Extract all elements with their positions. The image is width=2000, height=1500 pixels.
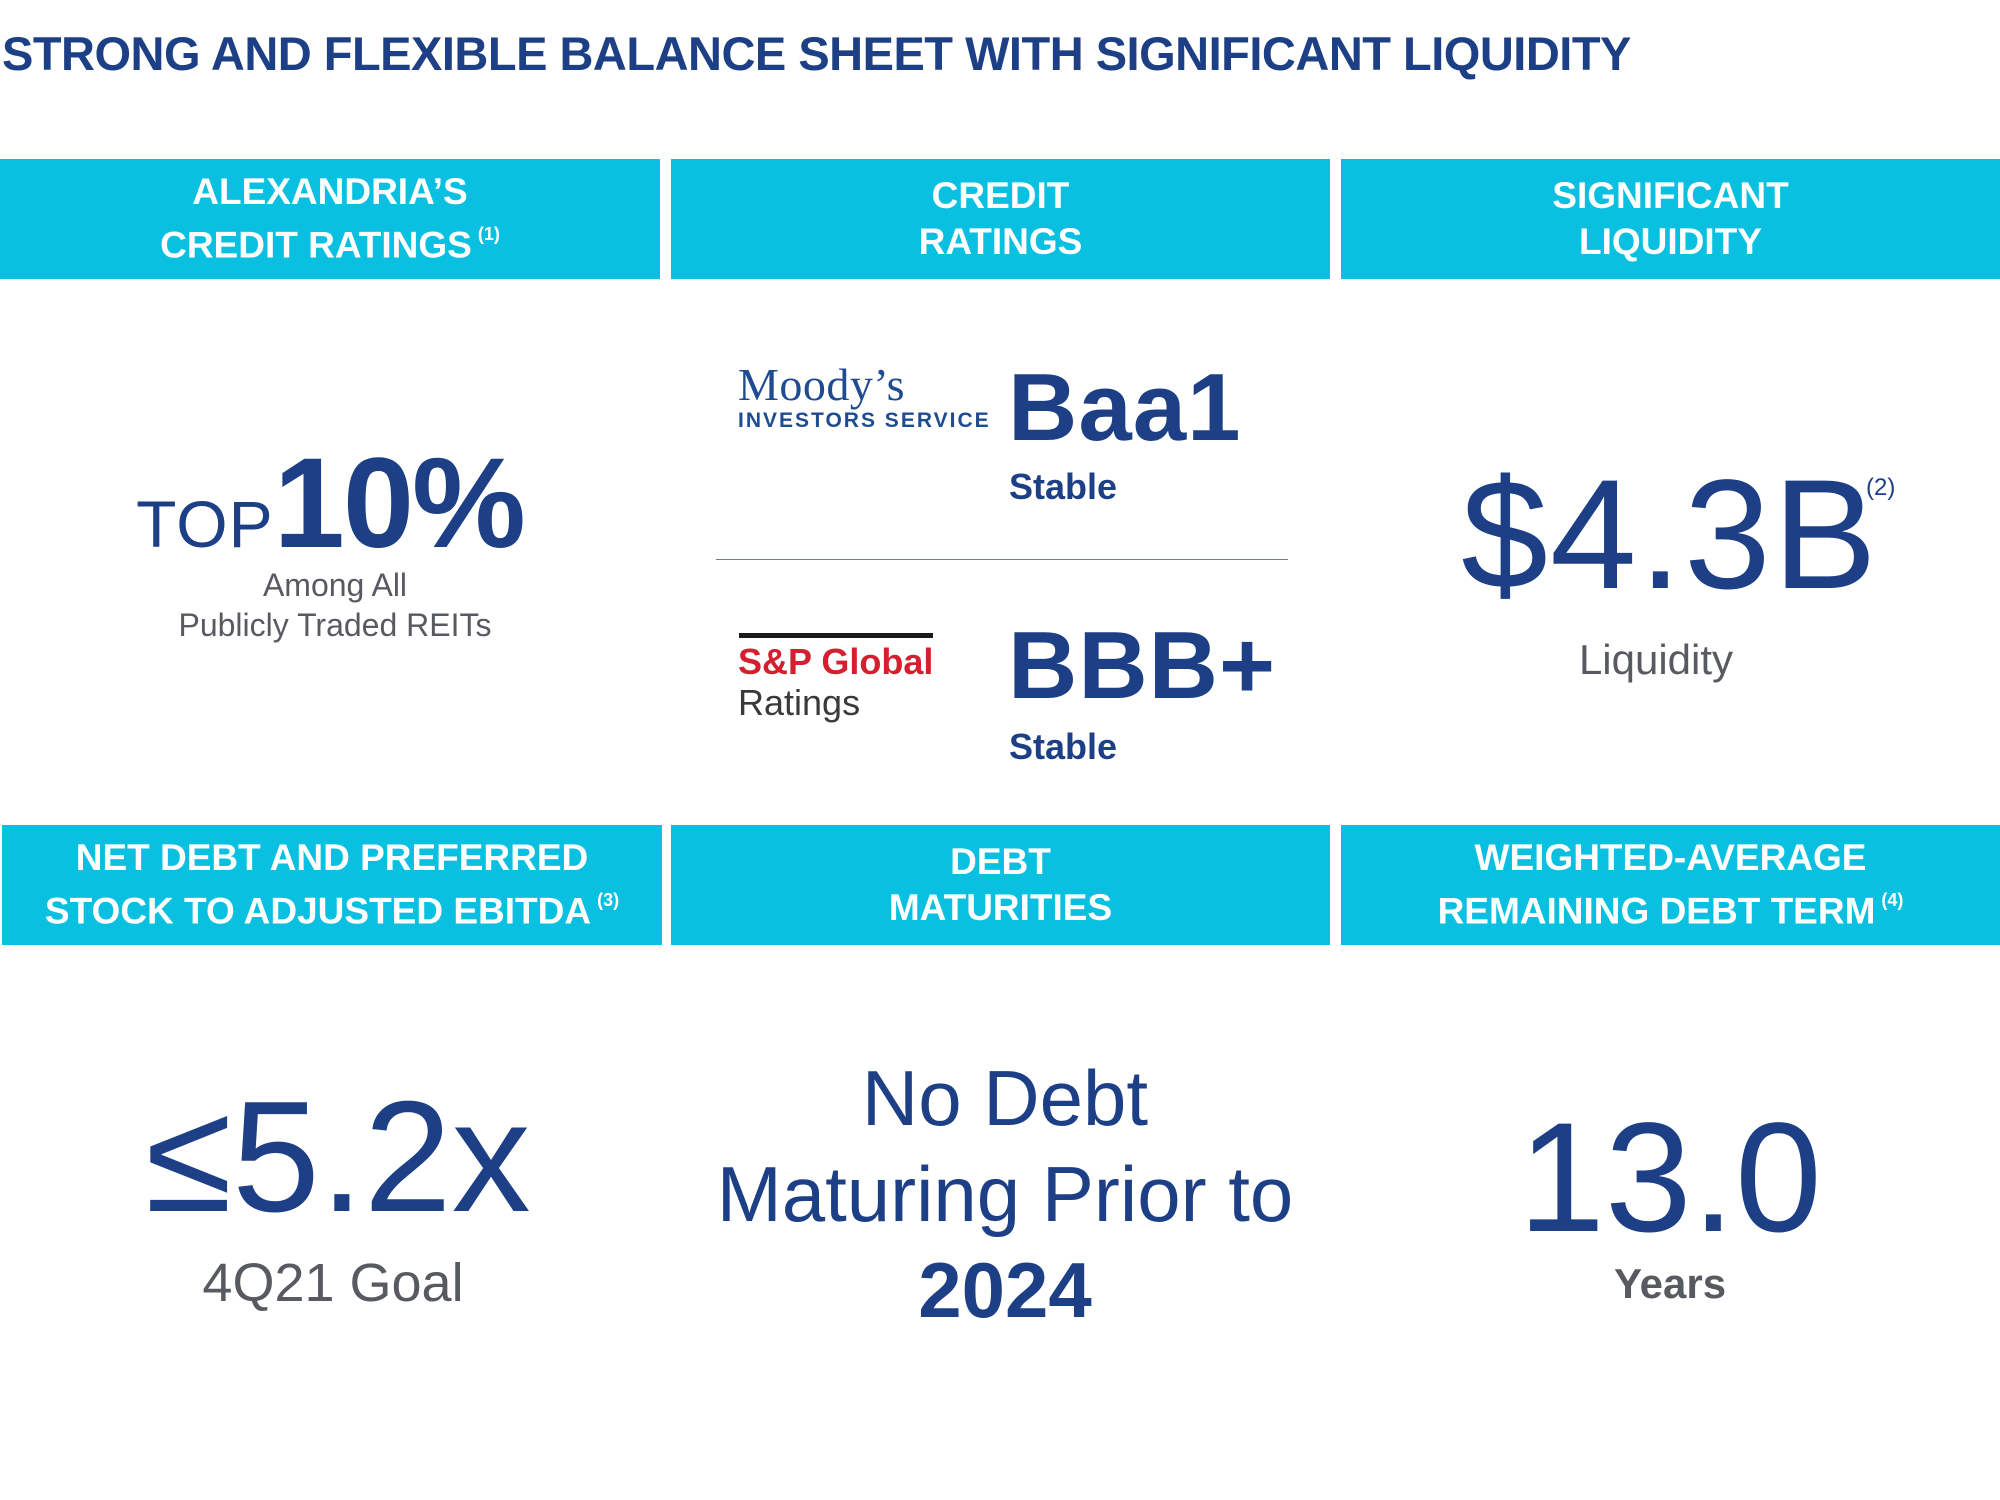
net-debt-ratio-value: ≤5.2x — [145, 1069, 531, 1245]
header-line: SIGNIFICANT — [1552, 175, 1789, 216]
footnote-marker: (4) — [1881, 890, 1904, 911]
sp-rating: BBB+ — [1008, 612, 1277, 719]
header-line: LIQUIDITY — [1579, 221, 1762, 262]
net-debt-goal-label: 4Q21 Goal — [202, 1253, 464, 1313]
debt-term-label: Years — [1613, 1260, 1727, 1307]
moodys-logo-name: Moody’s — [738, 359, 906, 410]
header-line: STOCK TO ADJUSTED EBITDA (3) — [45, 881, 619, 934]
header-weighted-average-debt-term: WEIGHTED-AVERAGE REMAINING DEBT TERM (4) — [1341, 825, 2000, 945]
ratings-divider — [716, 559, 1288, 560]
sp-logo-sub: Ratings — [738, 682, 861, 723]
maturities-year: 2024 — [918, 1246, 1092, 1334]
moodys-outlook: Stable — [1009, 466, 1118, 507]
footnote-marker: (2) — [1866, 474, 1896, 501]
header-line: ALEXANDRIA’S — [192, 171, 468, 213]
maturities-statement: No Debt Maturing Prior to 2024 — [670, 1050, 1340, 1338]
header-line: WEIGHTED-AVERAGE — [1474, 837, 1867, 879]
header-line-text: REMAINING DEBT TERM — [1437, 890, 1876, 932]
moodys-logo-sub: INVESTORS SERVICE — [738, 409, 991, 432]
sp-outlook: Stable — [1009, 726, 1118, 767]
sp-logo-bar — [739, 633, 933, 638]
header-alexandria-credit-ratings: ALEXANDRIA’S CREDIT RATINGS (1) — [0, 159, 660, 279]
header-line: NET DEBT AND PREFERRED — [75, 837, 589, 879]
liquidity-label: Liquidity — [1578, 636, 1734, 683]
liquidity-value: $4.3B — [1461, 448, 1879, 622]
header-line: REMAINING DEBT TERM (4) — [1438, 881, 1904, 934]
header-line: RATINGS — [918, 221, 1083, 262]
ranking-figure: TOP10% — [0, 430, 660, 577]
maturities-line: Maturing Prior to — [716, 1150, 1294, 1238]
moodys-logo: Moody’s INVESTORS SERVICE — [738, 362, 991, 434]
header-net-debt-ebitda: NET DEBT AND PREFERRED STOCK TO ADJUSTED… — [2, 825, 662, 945]
header-line-text: STOCK TO ADJUSTED EBITDA — [44, 890, 592, 932]
footnote-marker: (3) — [597, 890, 620, 911]
header-line: MATURITIES — [888, 887, 1113, 928]
debt-term-value: 13.0 — [1518, 1091, 1822, 1265]
header-line: CREDIT RATINGS (1) — [160, 215, 500, 268]
ranking-caption-line: Publicly Traded REITs — [178, 607, 492, 643]
ranking-prefix: TOP — [136, 487, 274, 561]
sp-logo-name: S&P Global — [738, 641, 934, 682]
footnote-marker: (1) — [477, 224, 500, 245]
ranking-caption-line: Among All — [262, 567, 408, 603]
maturities-line: No Debt — [861, 1054, 1149, 1142]
header-significant-liquidity: SIGNIFICANT LIQUIDITY — [1341, 159, 2000, 279]
ranking-value: 10% — [273, 432, 526, 575]
header-debt-maturities: DEBT MATURITIES — [671, 825, 1330, 945]
ranking-caption: Among All Publicly Traded REITs — [0, 565, 670, 645]
header-line: CREDIT — [931, 175, 1070, 216]
moodys-rating: Baa1 — [1008, 354, 1242, 461]
header-line-text: CREDIT RATINGS — [160, 224, 472, 266]
page-title: STRONG AND FLEXIBLE BALANCE SHEET WITH S… — [2, 27, 1631, 80]
header-credit-ratings: CREDIT RATINGS — [671, 159, 1330, 279]
header-line: DEBT — [950, 841, 1051, 882]
